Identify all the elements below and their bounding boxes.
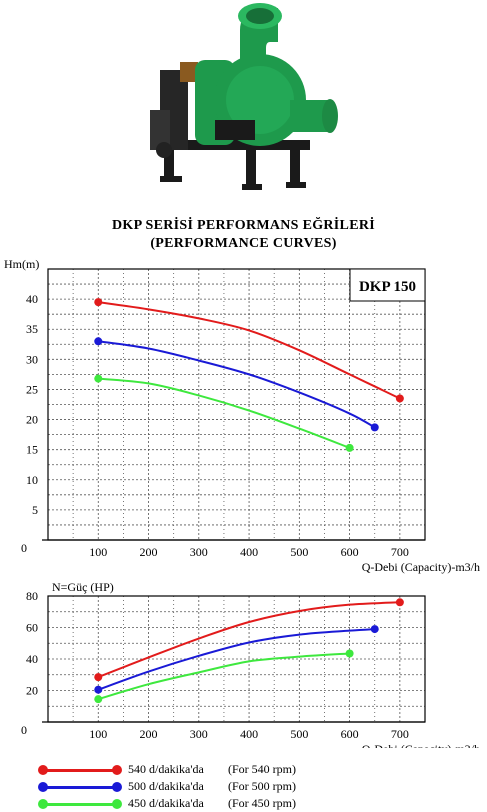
y-tick-label: 80 [26,589,38,603]
chart-title-line1: DKP SERİSİ PERFORMANS EĞRİLERİ [112,218,375,233]
series-point-end [345,443,354,452]
x-tick-label: 600 [341,545,359,559]
series-point-end [345,649,354,658]
legend-swatch-dot-start [38,799,48,809]
legend-label: 500 d/dakika'da [128,779,204,793]
x-tick-label: 400 [240,545,258,559]
series-point-start [94,337,103,346]
model-label: DKP 150 [359,279,416,295]
x-tick-label: 700 [391,727,409,741]
head-curve-chart: 100 200 300 400 500 600 7005101520253035400Hm(… [4,257,480,574]
y-axis-label: N=Güç (HP) [52,580,114,594]
legend-swatch-line [42,803,118,806]
x-tick-label: 300 [190,545,208,559]
legend-rpm: (For 450 rpm) [228,796,296,810]
x-axis-label: Q-Debi (Capacity)-m3/h [362,742,480,748]
y-tick-label: 30 [26,352,38,366]
series-line-500 d/dakika'da [98,340,376,429]
series-line-540 d/dakika'da [98,301,401,400]
legend-swatch-line [42,769,118,772]
series-point-end [370,625,379,634]
legend-item-540: 540 d/dakika'da (For 540 rpm) [0,762,487,778]
legend: 540 d/dakika'da (For 540 rpm) 500 d/daki… [0,758,487,812]
series-point-end [395,394,404,403]
series-point-start [94,673,103,682]
origin-label: 0 [21,541,27,555]
series-point-start [94,695,103,704]
y-tick-label: 35 [26,322,38,336]
x-tick-label: 400 [240,727,258,741]
origin-label: 0 [21,723,27,737]
x-tick-label: 300 [190,727,208,741]
legend-label: 540 d/dakika'da [128,762,204,776]
legend-swatch-line [42,786,118,789]
x-tick-label: 100 [89,727,107,741]
y-tick-label: 40 [26,652,38,666]
chart-title-line2: (PERFORMANCE CURVES) [150,236,337,251]
series-point-start [94,374,103,383]
series-line-540 d/dakika'da [97,601,400,679]
x-axis-label: Q-Debi (Capacity)-m3/h [362,560,480,574]
series-point-end [370,423,379,432]
legend-swatch-dot-start [38,782,48,792]
x-tick-label: 100 [89,545,107,559]
x-tick-label: 600 [341,727,359,741]
series-point-start [94,685,103,694]
legend-swatch-dot-start [38,765,48,775]
series-line-450 d/dakika'da [98,377,350,449]
series-line-450 d/dakika'da [97,652,350,701]
series-point-start [94,298,103,307]
x-tick-label: 500 [290,727,308,741]
legend-swatch-dot-end [112,782,122,792]
grid [48,595,425,722]
legend-swatch-dot-end [112,765,122,775]
legend-swatch-dot-end [112,799,122,809]
x-tick-label: 200 [140,545,158,559]
x-tick-label: 500 [290,545,308,559]
y-tick-label: 60 [26,621,38,635]
y-tick-label: 25 [26,382,38,396]
y-tick-label: 20 [26,684,38,698]
y-tick-label: 20 [26,413,38,427]
model-label-box [349,268,426,302]
y-tick-label: 10 [26,473,38,487]
y-tick-label: 5 [32,503,38,517]
power-curve-chart: 100 200 300 400 500 600 700 20 40 60 80 0 N=Güç (HP)… [21,580,480,748]
y-tick-label: 15 [26,443,38,457]
series-line-500 d/dakika'da [97,628,375,691]
legend-item-500: 500 d/dakika'da (For 500 rpm) [0,779,487,795]
legend-label: 450 d/dakika'da [128,796,204,810]
pump-product-image [150,3,338,190]
y-axis-label: Hm(m) [4,257,39,271]
legend-item-450: 450 d/dakika'da (For 450 rpm) [0,796,487,812]
y-tick-label: 40 [26,292,38,306]
x-tick-label: 700 [391,545,409,559]
legend-rpm: (For 540 rpm) [228,762,296,776]
x-tick-label: 200 [140,727,158,741]
series-point-end [395,598,404,607]
legend-rpm: (For 500 rpm) [228,779,296,793]
grid [48,268,425,540]
